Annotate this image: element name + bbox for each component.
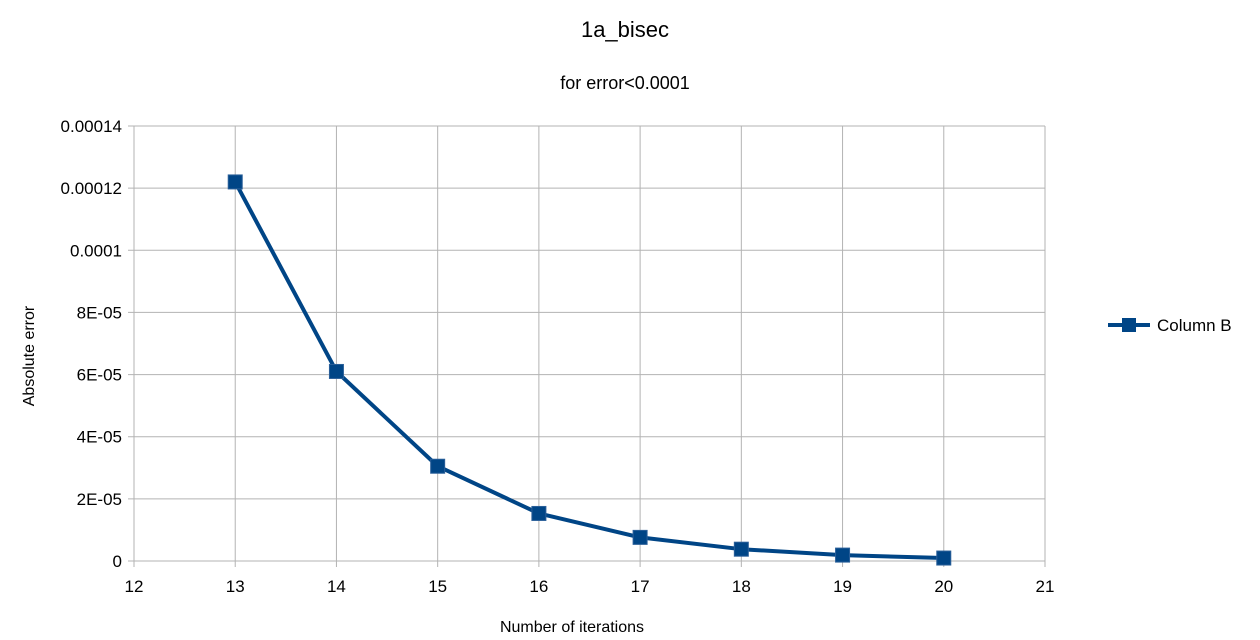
x-tick-label: 20	[934, 577, 953, 596]
data-point-marker	[835, 547, 851, 563]
y-tick-label: 0	[113, 552, 122, 571]
y-tick-label: 0.0001	[70, 241, 122, 260]
y-axis-ticks: 0 2E-05 4E-05 6E-05 8E-05 0.0001 0.00012 0.0001…	[61, 117, 122, 571]
chart-title: 1a_bisec	[581, 17, 669, 42]
x-tick-label: 15	[428, 577, 447, 596]
x-tick-label: 19	[833, 577, 852, 596]
data-point-marker	[328, 363, 344, 379]
y-tick-label: 0.00014	[61, 117, 122, 136]
y-axis-label: Absolute error	[21, 305, 38, 406]
x-axis-ticks: 12 13 14 15 16 17 18 19 20 21	[125, 577, 1055, 596]
series-layer	[227, 174, 952, 566]
x-axis-label: Number of iterations	[500, 619, 644, 636]
y-tick-label: 4E-05	[77, 428, 122, 447]
data-point-marker	[430, 458, 446, 474]
x-tick-label: 21	[1036, 577, 1055, 596]
x-tick-label: 16	[529, 577, 548, 596]
legend-swatch-marker	[1122, 318, 1136, 332]
x-tick-label: 12	[125, 577, 144, 596]
y-tick-label: 6E-05	[77, 366, 122, 385]
data-point-marker	[733, 541, 749, 557]
x-tick-label: 14	[327, 577, 346, 596]
y-tick-label: 0.00012	[61, 179, 122, 198]
data-point-marker	[936, 550, 952, 566]
x-tick-label: 18	[732, 577, 751, 596]
gridlines	[128, 125, 1046, 567]
data-point-marker	[632, 529, 648, 545]
x-tick-label: 13	[226, 577, 245, 596]
legend: Column B	[1108, 316, 1232, 335]
x-tick-label: 17	[631, 577, 650, 596]
series-line	[233, 180, 944, 561]
y-tick-label: 8E-05	[77, 303, 122, 322]
chart-subtitle: for error<0.0001	[560, 73, 690, 93]
legend-label-column-b: Column B	[1157, 316, 1232, 335]
data-point-marker	[227, 174, 243, 190]
data-point-marker	[531, 505, 547, 521]
y-tick-label: 2E-05	[77, 490, 122, 509]
